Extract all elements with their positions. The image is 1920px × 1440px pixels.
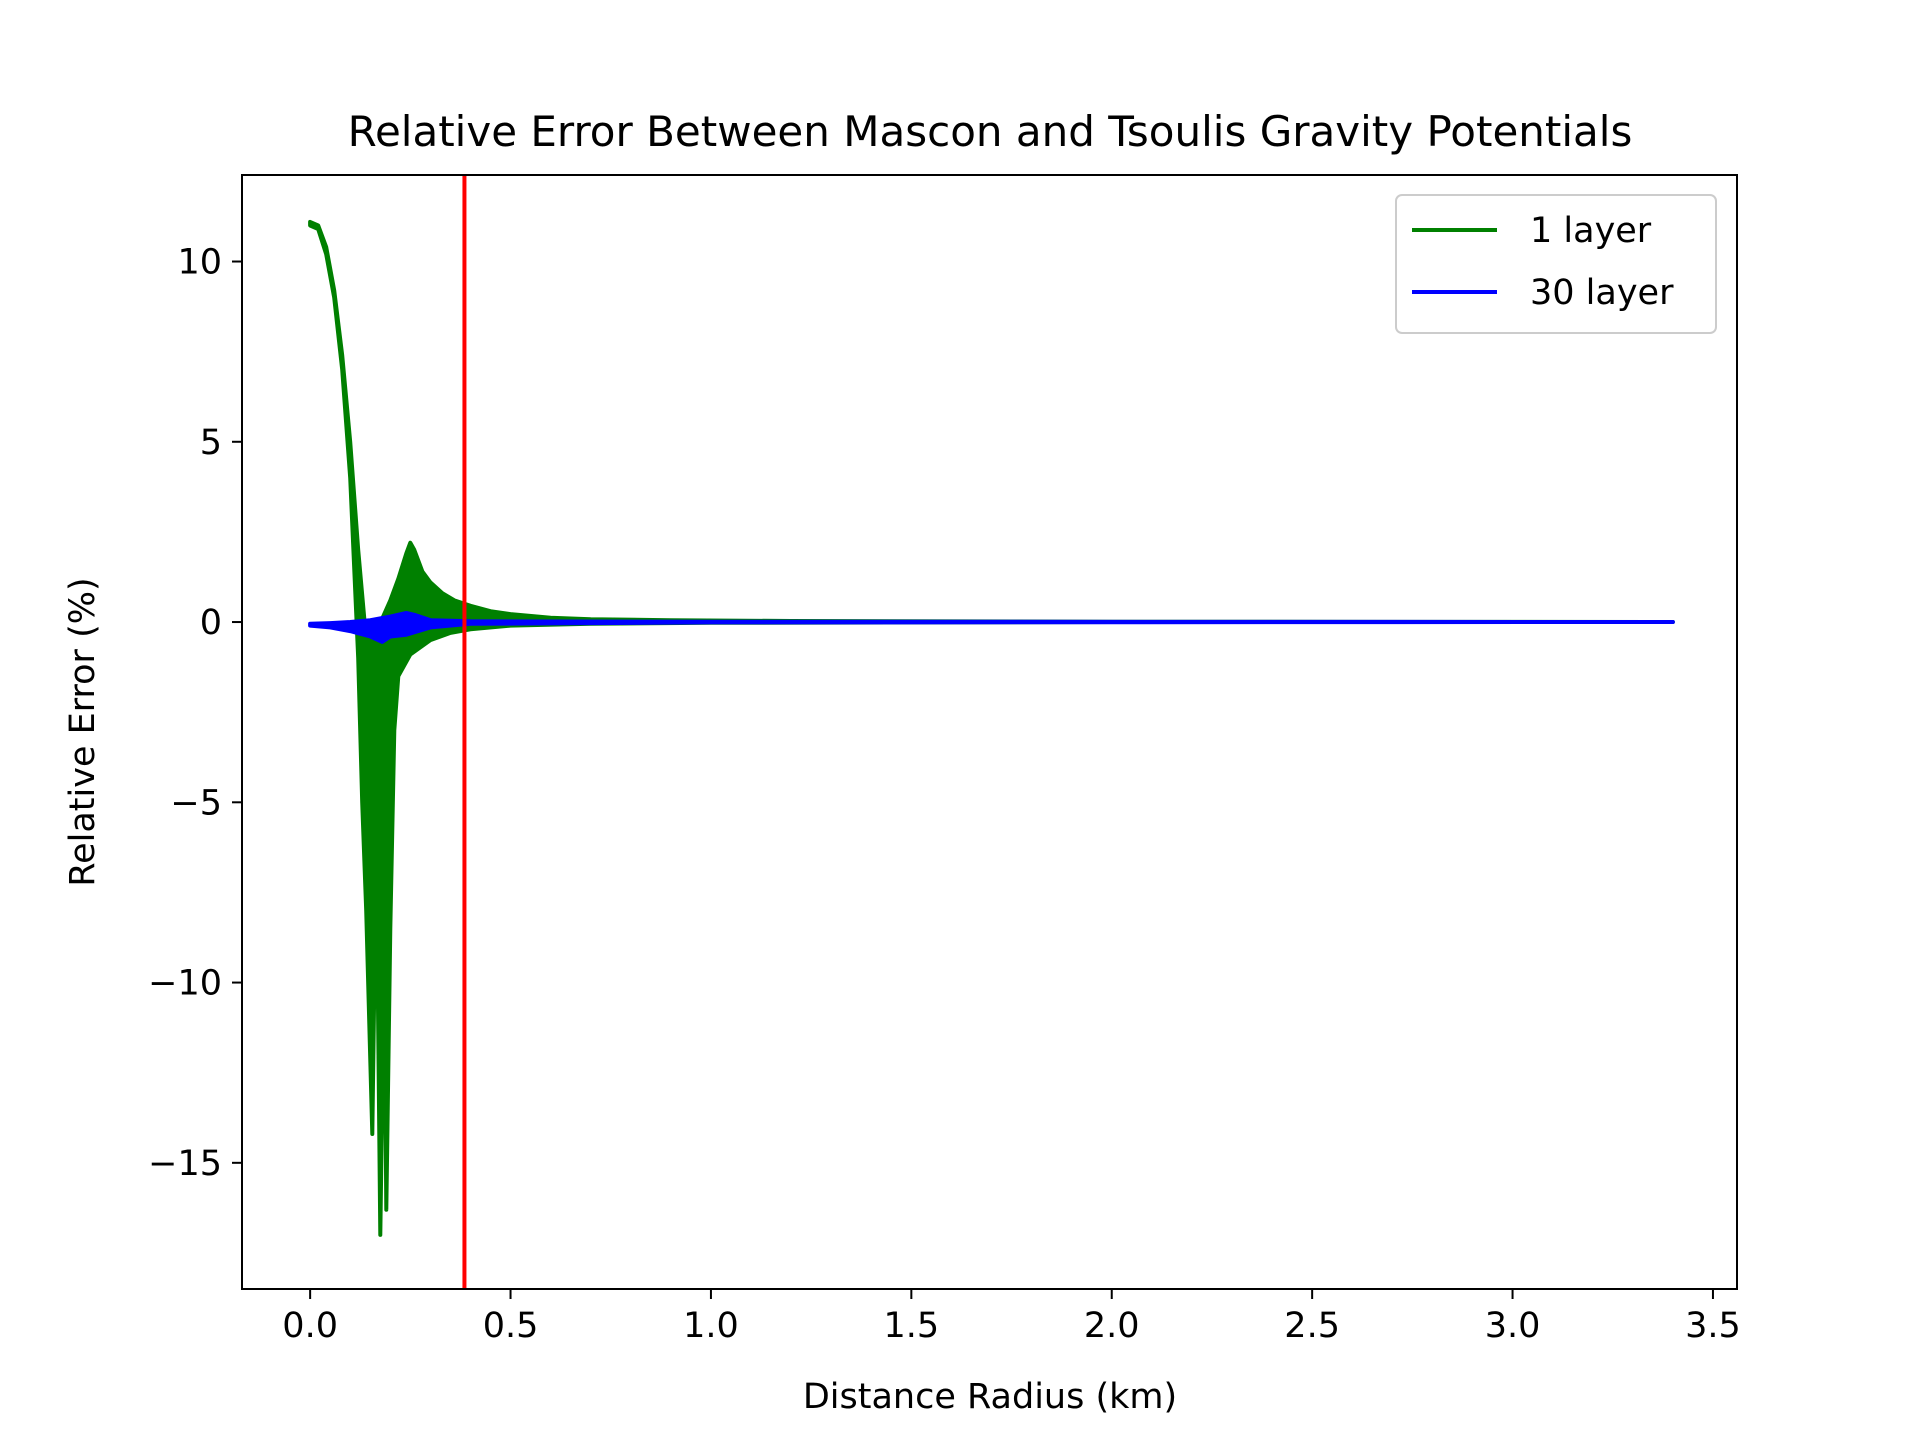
legend-label-30-layer: 30 layer — [1530, 273, 1674, 313]
x-tick-label: 1.0 — [683, 1306, 739, 1346]
y-tick-label: 10 — [177, 243, 222, 283]
series-layer — [308, 219, 1675, 1237]
chart-title: Relative Error Between Mascon and Tsouli… — [348, 107, 1633, 156]
plot-frame — [241, 174, 1738, 1290]
y-tick-label: −15 — [148, 1144, 222, 1184]
x-tick-label: 1.5 — [884, 1306, 940, 1346]
y-axis-label: Relative Error (%) — [63, 577, 103, 886]
plot-area — [241, 174, 1738, 1290]
y-tick-label: −5 — [170, 783, 222, 823]
series-30-layer-line — [308, 611, 1675, 644]
y-axis: 10 5 0 −5 −10 −15 — [148, 243, 242, 1184]
x-axis-label: Distance Radius (km) — [803, 1377, 1177, 1417]
x-tick-label: 3.0 — [1485, 1306, 1541, 1346]
y-tick-label: 0 — [200, 603, 222, 643]
x-tick-label: 2.5 — [1284, 1306, 1340, 1346]
legend: 1 layer 30 layer — [1395, 194, 1717, 334]
x-axis: 0.0 0.5 1.0 1.5 2.0 2.5 3.0 3.5 — [282, 1289, 1741, 1346]
x-tick-label: 0.0 — [282, 1306, 338, 1346]
x-tick-label: 3.5 — [1685, 1306, 1741, 1346]
x-tick-label: 0.5 — [483, 1306, 539, 1346]
legend-label-1-layer: 1 layer — [1530, 211, 1652, 251]
x-tick-label: 2.0 — [1084, 1306, 1140, 1346]
y-tick-label: 5 — [200, 423, 222, 463]
y-tick-label: −10 — [148, 964, 222, 1004]
plot-background — [242, 175, 1737, 1289]
